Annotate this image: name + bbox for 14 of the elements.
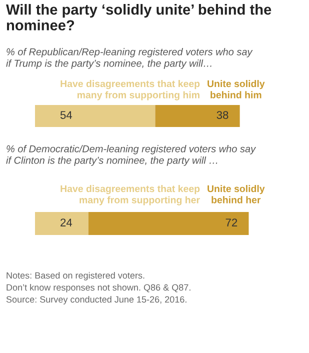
data-label: 72 (226, 218, 238, 226)
data-label: 24 (60, 218, 72, 226)
series-label: Have disagreements that keep many from supporting her (60, 185, 200, 206)
chart-title: Will the party ‘solidly unite’ behind the nominee? (6, 4, 272, 30)
text: Don’t know responses not shown. Q86 & Q87. (6, 284, 190, 292)
source-note: Source: Survey conducted June 15-26, 2016. (6, 296, 186, 304)
series-label: Unite solidly behind him (208, 80, 265, 98)
series-label: Have disagreements that keep many from supporting him (60, 80, 200, 100)
text: Notes: Based on registered voters. (6, 272, 144, 280)
series-label: Unite solidly behind her (208, 185, 265, 204)
chart-subtitle: % of Republican/Rep-leaning registered voters who say if Trump is the party’s nominee, the party will… (6, 48, 253, 69)
data-label: 54 (60, 111, 72, 119)
data-label: 38 (216, 111, 228, 119)
chart-subtitle: % of Democratic/Dem-leaning registered voters who say if Clinton is the party’s nominee, the party will … (6, 145, 256, 166)
